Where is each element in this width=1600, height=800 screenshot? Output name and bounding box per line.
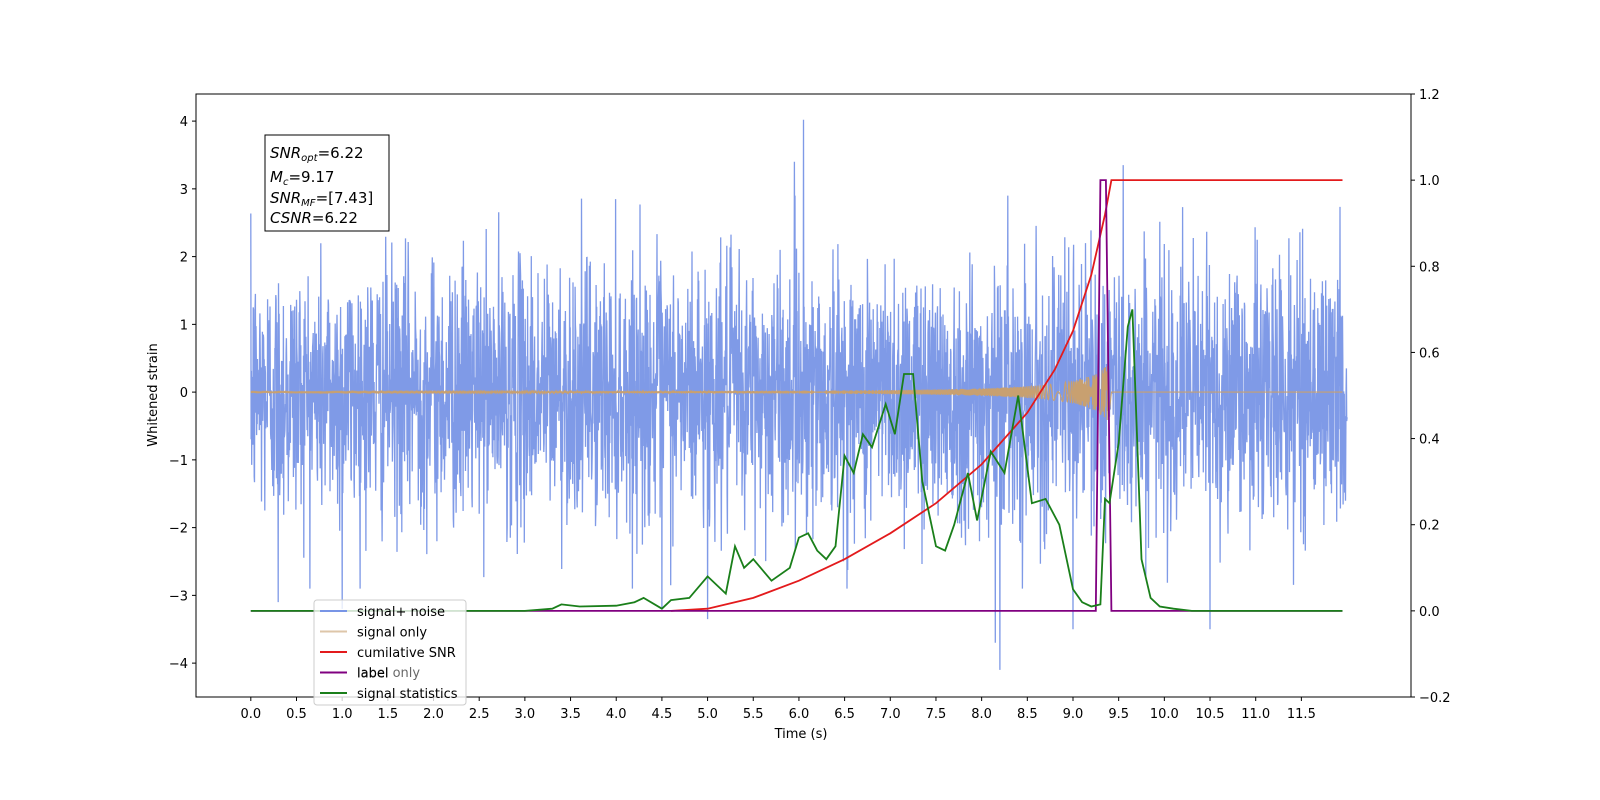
info-mc: Mc=9.17: [270, 168, 334, 188]
x-tick-label: 5.0: [697, 707, 718, 722]
y-left-tick-label: 0: [180, 386, 188, 401]
y-right-tick-label: 1.0: [1419, 174, 1440, 189]
x-tick-label: 0.0: [240, 707, 261, 722]
x-tick-label: 4.5: [652, 707, 673, 722]
info-snr-opt-value: =6.22: [318, 144, 364, 162]
x-tick-label: 3.5: [560, 707, 581, 722]
x-tick-label: 6.0: [789, 707, 810, 722]
legend-items: signal+ noise signal only cumilative SNR la…: [320, 605, 458, 702]
y-left-tick-label: 2: [180, 251, 188, 266]
y-right-tick-label: 0.2: [1419, 519, 1440, 534]
x-tick-label: 0.5: [286, 707, 307, 722]
series-label-line: [250, 179, 1343, 612]
y-left-tick-label: −4: [169, 657, 188, 672]
info-snr-mf-sub: MF: [301, 198, 316, 209]
legend-label-signal-statistics: signal statistics: [357, 687, 458, 702]
series-signal-statistics-line: [250, 309, 1343, 612]
info-snr-opt: SNRopt=6.22: [270, 144, 364, 164]
legend-label-signal-noise: signal+ noise: [357, 605, 445, 620]
x-axis-label: Time (s): [774, 727, 828, 742]
x-tick-label: 10.5: [1196, 707, 1225, 722]
legend-label-signal-only: signal only: [357, 626, 427, 641]
info-snr-mf-base: SNR: [270, 189, 301, 207]
series-signal-noise-line: [250, 119, 1348, 670]
legend-frame: [313, 599, 467, 706]
x-tick-label: 7.0: [880, 707, 901, 722]
y-right-tick-label: 1.2: [1419, 88, 1440, 103]
plot-frame: [195, 93, 1412, 698]
y-left-tick-label: −3: [169, 589, 188, 604]
x-tick-label: 9.5: [1108, 707, 1129, 722]
x-tick-label: 11.0: [1241, 707, 1270, 722]
info-mc-sub: c: [283, 177, 289, 188]
x-tick-label: 7.5: [926, 707, 947, 722]
y-left-tick-label: −2: [169, 522, 188, 537]
legend-label-cumilative-snr: cumilative SNR: [357, 646, 456, 661]
info-snr-opt-base: SNR: [270, 144, 301, 162]
x-tick-label: 10.0: [1150, 707, 1179, 722]
x-tick-label: 2.5: [469, 707, 490, 722]
x-tick-label: 9.0: [1063, 707, 1084, 722]
y-left-tick-label: 4: [180, 115, 188, 130]
info-mc-base: M: [270, 168, 283, 186]
ticks-layer: 0.0 0.5 1.0 1.5 2.0 2.5 3.0 3.5 4.0 4.5 5.0 5.5 6.0 6…: [169, 88, 1451, 722]
y-axis-label-left: Whitened strain: [146, 343, 161, 446]
info-snr-mf-value: =[7.43]: [316, 189, 374, 207]
x-tick-label: 8.0: [971, 707, 992, 722]
x-tick-label: 8.5: [1017, 707, 1038, 722]
x-tick-label: 5.5: [743, 707, 764, 722]
x-tick-label: 2.0: [423, 707, 444, 722]
y-right-tick-label: 0.6: [1419, 346, 1440, 361]
x-tick-label: 11.5: [1287, 707, 1316, 722]
x-tick-label: 6.5: [834, 707, 855, 722]
info-snr-mf: SNRMF=[7.43]: [270, 189, 373, 209]
series-layer: [250, 119, 1348, 670]
series-signal-only-line: [250, 366, 1343, 421]
y-left-tick-label: −1: [169, 454, 188, 469]
y-left-tick-label: 3: [180, 183, 188, 198]
y-right-tick-label: −0.2: [1419, 691, 1451, 706]
info-box-frame: [264, 134, 390, 232]
info-snr-opt-sub: opt: [301, 153, 318, 164]
y-right-tick-label: 0.0: [1419, 605, 1440, 620]
y-right-tick-label: 0.4: [1419, 433, 1440, 448]
legend: signal+ noise signal only cumilative SNR la…: [313, 599, 467, 706]
legend-label-label: label: [357, 667, 388, 682]
x-tick-label: 1.5: [377, 707, 398, 722]
info-mc-value: =9.17: [288, 168, 334, 186]
legend-label-label-only: label only: [357, 666, 420, 681]
info-csnr: CSNR=6.22: [270, 209, 358, 227]
y-left-tick-label: 1: [180, 318, 188, 333]
y-right-tick-label: 0.8: [1419, 260, 1440, 275]
x-tick-label: 3.0: [515, 707, 536, 722]
info-csnr-base: CSNR: [270, 209, 312, 227]
info-csnr-value: =6.22: [312, 209, 358, 227]
x-tick-label: 4.0: [606, 707, 627, 722]
x-tick-label: 1.0: [332, 707, 353, 722]
info-box: SNRopt=6.22 Mc=9.17 SNRMF=[7.43] CSNR=6.…: [264, 134, 390, 232]
